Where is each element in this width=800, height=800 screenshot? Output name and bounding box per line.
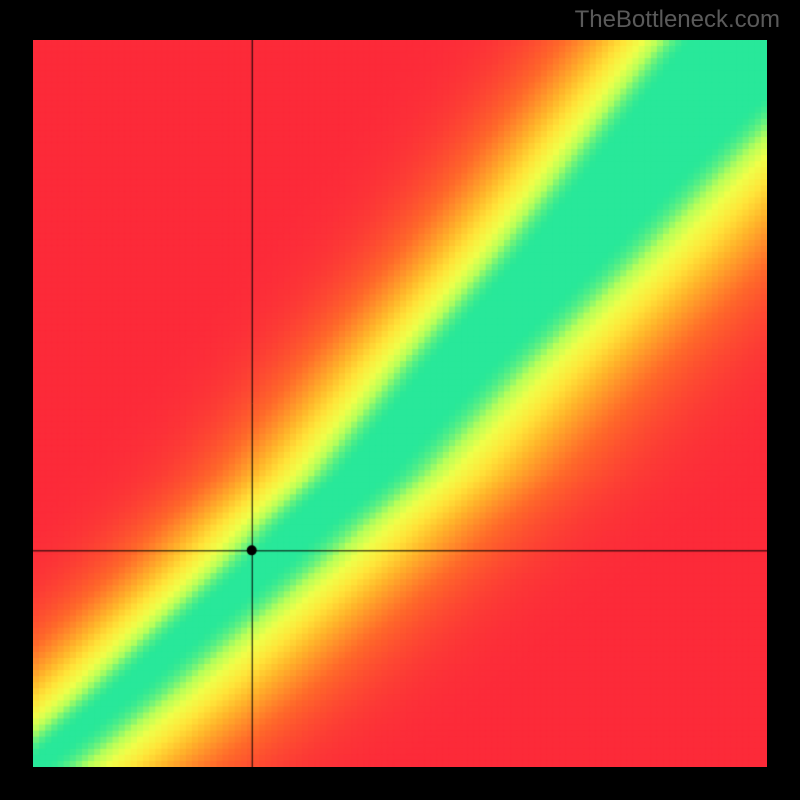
heatmap-plot (33, 40, 767, 767)
heatmap-canvas (33, 40, 767, 767)
watermark-text: TheBottleneck.com (575, 6, 780, 34)
chart-container: TheBottleneck.com (0, 0, 800, 800)
